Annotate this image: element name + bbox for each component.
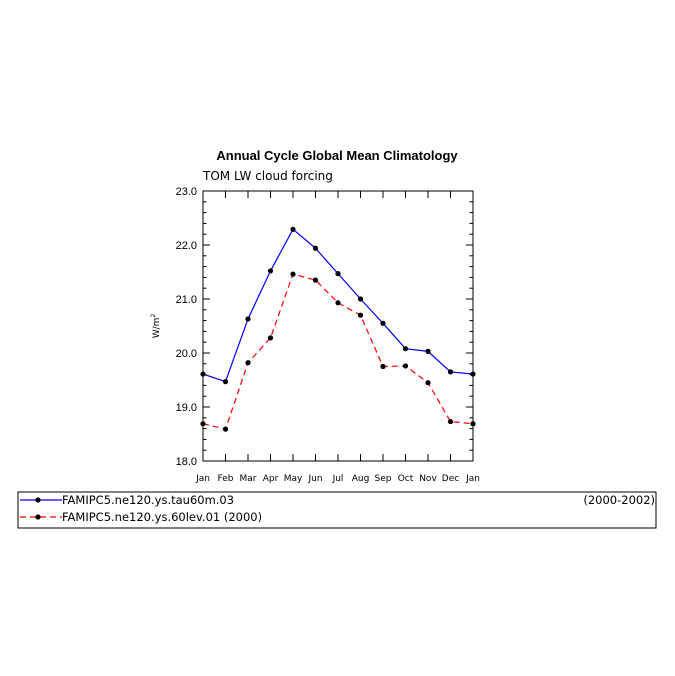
data-point-series-2 xyxy=(200,421,206,427)
y-tick-label: 22.0 xyxy=(176,240,197,252)
legend-marker-2 xyxy=(35,514,41,520)
data-point-series-1 xyxy=(267,268,274,274)
x-tick-label: Nov xyxy=(419,474,437,484)
x-tick-label: Jan xyxy=(195,474,210,484)
data-point-series-2 xyxy=(402,363,409,369)
chart-subtitle: TOM LW cloud forcing xyxy=(202,169,333,183)
x-tick-label: Dec xyxy=(442,474,459,484)
y-axis-label-text: W/m xyxy=(152,318,162,339)
data-point-series-1 xyxy=(470,371,476,377)
series-line-2 xyxy=(202,273,474,430)
legend-box xyxy=(17,491,657,529)
data-point-series-1 xyxy=(335,271,341,277)
data-point-series-2 xyxy=(245,360,251,366)
x-tick-label: Jul xyxy=(332,474,344,484)
x-tick-label: Feb xyxy=(218,474,234,484)
data-point-series-2 xyxy=(290,271,296,277)
data-point-series-1 xyxy=(200,371,206,377)
legend-label-1: FAMIPC5.ne120.ys.tau60m.03 xyxy=(62,493,234,507)
x-tick-label: Aug xyxy=(352,474,370,484)
data-point-series-1 xyxy=(380,320,386,326)
data-point-series-2 xyxy=(335,300,341,306)
data-point-series-1 xyxy=(290,226,296,232)
y-tick-label: 21.0 xyxy=(176,294,197,306)
y-axis-label: W/m2 xyxy=(150,314,162,339)
y-tick-label: 18.0 xyxy=(176,456,197,468)
x-tick-label: Sep xyxy=(375,474,392,484)
data-point-series-1 xyxy=(312,245,319,251)
x-tick-label: Jan xyxy=(465,474,480,484)
data-point-series-2 xyxy=(425,380,431,386)
legend-period-1: (2000-2002) xyxy=(583,493,655,507)
legend-marker-1 xyxy=(35,497,41,503)
y-tick-label: 23.0 xyxy=(176,186,197,198)
data-point-series-1 xyxy=(425,348,431,354)
x-tick-label: Jun xyxy=(307,474,322,484)
axis-ticks: 18.0 19.0 20.0 21.0 22.0 23.0 Jan Feb Mar Apr May J… xyxy=(176,186,480,484)
x-tick-label: Apr xyxy=(263,474,279,484)
y-axis-label-superscript: 2 xyxy=(150,314,157,318)
data-point-series-2 xyxy=(312,277,319,283)
data-point-series-1 xyxy=(447,369,454,375)
data-point-series-2 xyxy=(380,363,386,370)
data-point-series-2 xyxy=(447,418,454,425)
data-point-series-1 xyxy=(222,379,229,385)
legend-label-2: FAMIPC5.ne120.ys.60lev.01 (2000) xyxy=(62,510,262,524)
series-line-1 xyxy=(202,228,474,383)
x-tick-label: Mar xyxy=(240,474,257,484)
data-point-series-1 xyxy=(245,316,251,322)
data-point-series-2 xyxy=(267,335,274,341)
y-tick-label: 20.0 xyxy=(176,348,197,360)
chart-title: Annual Cycle Global Mean Climatology xyxy=(216,148,458,163)
y-tick-label: 19.0 xyxy=(176,402,197,414)
data-point-series-2 xyxy=(357,312,364,318)
plot-frame xyxy=(202,190,474,462)
data-point-series-2 xyxy=(470,421,476,427)
x-tick-label: Oct xyxy=(398,474,414,484)
data-point-series-1 xyxy=(402,346,409,352)
x-tick-label: May xyxy=(284,474,303,484)
legend: FAMIPC5.ne120.ys.tau60m.03 (2000-2002) FAM… xyxy=(20,493,655,524)
data-point-series-1 xyxy=(357,296,364,302)
data-point-series-2 xyxy=(222,426,229,432)
series-layer xyxy=(200,226,476,432)
